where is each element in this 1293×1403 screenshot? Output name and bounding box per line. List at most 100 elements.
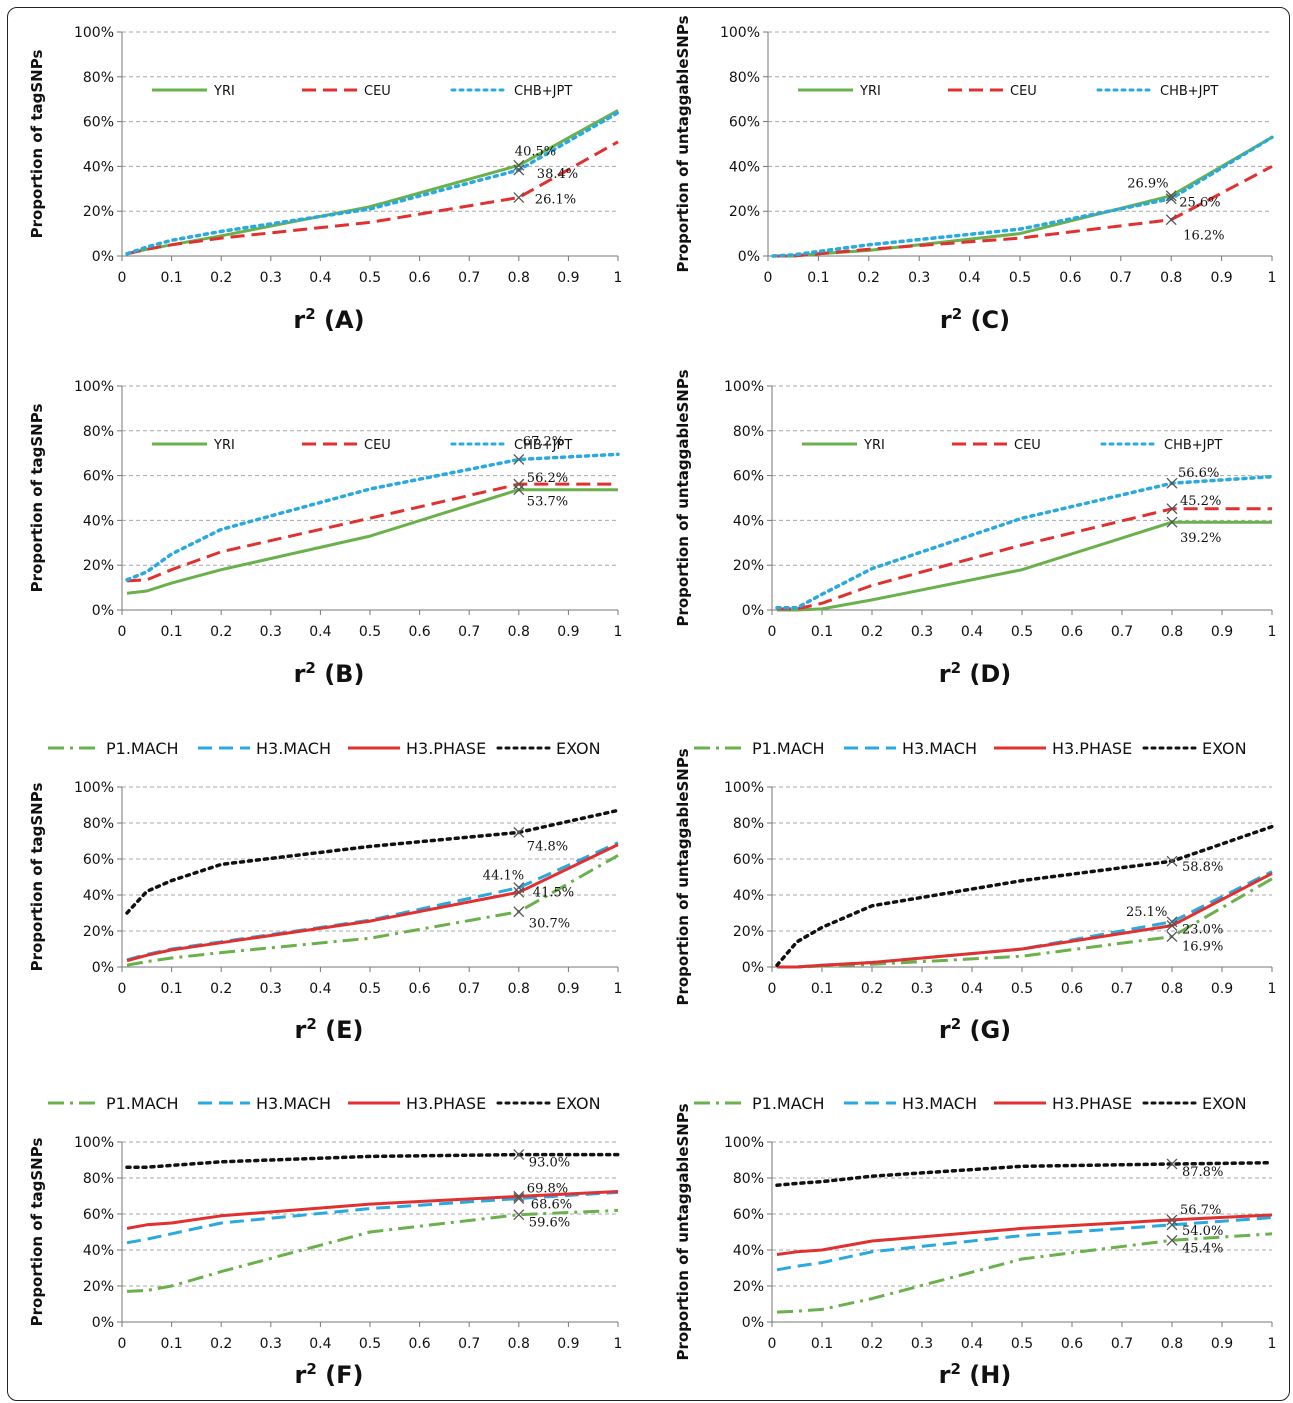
y-tick-label: 60% [83, 469, 114, 485]
panel-title: r2 (A) [293, 305, 365, 334]
x-tick-label: 0.2 [210, 624, 232, 640]
y-tick-label: 80% [733, 1171, 764, 1187]
chart-panel-c: 0% 20% 40% 60% 80% 100% 0 0.1 0.2 0.3 0.4 0.5 0.6 0.7… [660, 14, 1290, 344]
data-label: 67.2% [523, 434, 564, 449]
panel-title: r2 (B) [293, 659, 365, 688]
x-tick-label: 0.1 [811, 981, 833, 997]
chart-panel-d: 0% 20% 40% 60% 80% 100% 0 0.1 0.2 0.3 0.4 0.5 0.6 0.7… [660, 368, 1290, 698]
y-tick-label: 20% [733, 558, 764, 574]
y-tick-label: 40% [83, 159, 114, 175]
x-tick-label: 0.9 [557, 1336, 579, 1352]
x-marker [513, 1193, 525, 1204]
x-tick-label: 0.5 [359, 270, 381, 286]
x-tick-label: 0.3 [908, 270, 930, 286]
legend-label: YRI [859, 84, 881, 99]
x-tick-label: 0.7 [1111, 981, 1133, 997]
x-tick-label: 1 [614, 1336, 623, 1352]
y-tick-label: 60% [83, 852, 114, 868]
y-tick-label: 20% [733, 924, 764, 940]
data-label: 44.1% [483, 869, 524, 884]
x-tick-label: 0 [768, 624, 777, 640]
x-marker [1166, 931, 1178, 943]
x-tick-label: 0.4 [309, 1336, 331, 1352]
x-tick-label: 0.7 [1111, 624, 1133, 640]
x-tick-label: 0.9 [1211, 981, 1233, 997]
panel-title: r2 (G) [938, 1015, 1012, 1044]
y-tick-label: 20% [729, 204, 760, 220]
y-tick-label: 0% [742, 603, 764, 619]
legend-label: P1.MACH [752, 739, 825, 758]
x-marker [1165, 193, 1177, 205]
x-tick-label: 0.5 [1009, 270, 1031, 286]
x-marker [513, 882, 525, 894]
y-axis-label: Proportion of tagSNPs [28, 404, 46, 593]
y-tick-label: 80% [83, 1171, 114, 1187]
y-axis-label: Proportion of untaggableSNPs [674, 15, 692, 272]
x-tick-label: 0.8 [1160, 270, 1182, 286]
y-tick-label: 100% [724, 780, 764, 796]
x-tick-label: 0.7 [458, 624, 480, 640]
x-tick-label: 0.8 [508, 624, 530, 640]
data-label: 56.7% [1180, 1203, 1221, 1218]
x-marker [1166, 477, 1178, 489]
y-tick-label: 80% [83, 816, 114, 832]
x-marker [513, 826, 525, 838]
y-axis-label: Proportion of untaggableSNPs [674, 748, 692, 1005]
legend-label: YRI [213, 84, 235, 99]
data-label: 93.0% [529, 1156, 570, 1171]
x-tick-label: 0.2 [861, 981, 883, 997]
data-label: 25.6% [1179, 196, 1220, 211]
x-tick-label: 0.2 [210, 1336, 232, 1352]
legend-label: CHB+JPT [1164, 438, 1222, 453]
legend-label: CEU [364, 438, 391, 453]
data-label: 25.1% [1126, 905, 1167, 920]
y-tick-label: 100% [74, 780, 114, 796]
x-tick-label: 0.4 [309, 981, 331, 997]
y-tick-label: 60% [83, 1207, 114, 1223]
x-tick-label: 0.5 [359, 1336, 381, 1352]
chart-svg: 0% 20% 40% 60% 80% 100% 0 0.1 0.2 0.3 0.4 0.5 0.6 0.7… [674, 739, 1276, 1006]
x-marker [1166, 920, 1178, 932]
x-tick-label: 0.2 [861, 1336, 883, 1352]
chart-panel-h: 0% 20% 40% 60% 80% 100% 0 0.1 0.2 0.3 0.4 0.5 0.6 0.7… [660, 1090, 1290, 1400]
y-tick-label: 40% [733, 1243, 764, 1259]
y-tick-label: 80% [733, 424, 764, 440]
data-label: 30.7% [529, 917, 570, 932]
legend-label: H3.PHASE [406, 739, 486, 758]
x-marker [513, 454, 525, 465]
legend-label: P1.MACH [752, 1094, 825, 1113]
x-tick-label: 0 [118, 270, 127, 286]
data-label: 69.8% [527, 1181, 568, 1196]
chart-panel-b: 0% 20% 40% 60% 80% 100% 0 0.1 0.2 0.3 0.4 0.5 0.6 0.7… [14, 368, 644, 698]
data-label: 45.4% [1182, 1241, 1223, 1256]
legend-label: CEU [1014, 438, 1041, 453]
x-tick-label: 0.2 [858, 270, 880, 286]
y-tick-label: 20% [83, 1279, 114, 1295]
y-tick-label: 40% [83, 1243, 114, 1259]
data-label: 56.6% [1178, 466, 1219, 481]
x-marker [1166, 916, 1178, 928]
x-marker [1166, 1158, 1178, 1170]
series-line-p1-mach [126, 1208, 619, 1293]
x-marker [513, 159, 525, 171]
legend-label: H3.MACH [256, 739, 331, 758]
y-tick-label: 40% [83, 888, 114, 904]
data-label: 54.0% [1182, 1224, 1223, 1239]
x-tick-label: 0.5 [1011, 981, 1033, 997]
x-tick-label: 0.8 [1161, 981, 1183, 997]
x-tick-label: 0.1 [811, 1336, 833, 1352]
data-label: 39.2% [1180, 531, 1221, 546]
x-tick-label: 0.1 [807, 270, 829, 286]
x-tick-label: 0.9 [1211, 624, 1233, 640]
data-label: 26.9% [1127, 177, 1168, 192]
chart-svg: 0% 20% 40% 60% 80% 100% 0 0.1 0.2 0.3 0.4 0.5 0.6 0.7… [674, 1094, 1276, 1361]
series-line-p1-mach [776, 1232, 1273, 1314]
x-tick-label: 0.1 [160, 981, 182, 997]
y-tick-label: 20% [83, 558, 114, 574]
data-label: 74.8% [527, 839, 568, 854]
x-tick-label: 0.3 [911, 981, 933, 997]
data-label: 68.6% [531, 1198, 572, 1213]
x-marker [513, 906, 525, 918]
y-tick-label: 40% [733, 513, 764, 529]
data-label: 53.7% [527, 495, 568, 510]
